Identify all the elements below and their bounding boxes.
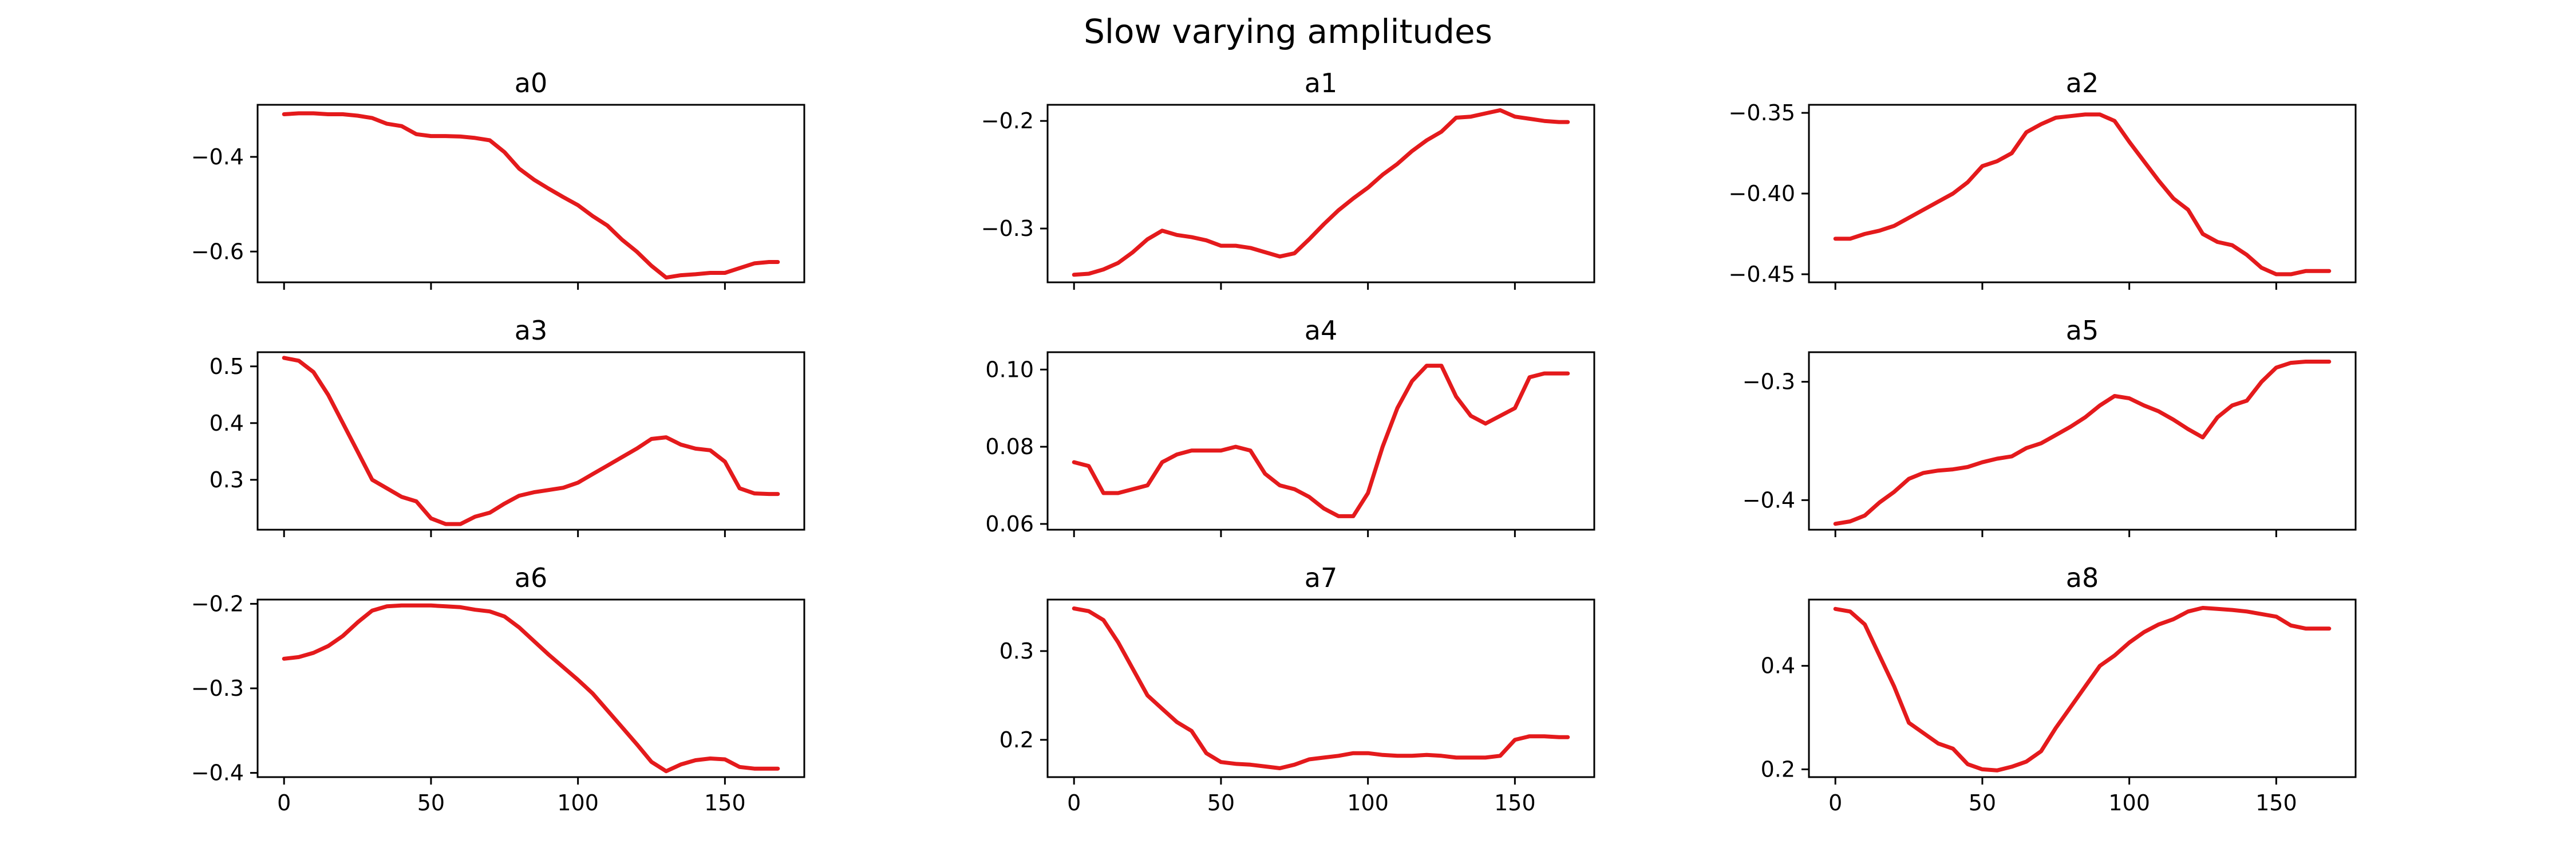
y-tick-label: 0.08 [985, 434, 1034, 459]
plot-frame [1808, 351, 2357, 531]
y-tick-label: −0.40 [1729, 181, 1795, 206]
y-tick-label: −0.3 [191, 676, 244, 701]
subplot-title: a8 [2066, 562, 2099, 593]
x-tick-label: 50 [1969, 790, 1996, 815]
series-line [282, 111, 780, 280]
y-tick-label: −0.3 [981, 216, 1034, 241]
subplot-a6: a6 0 50 100 150 −0.2 −0.3 −0.4 [191, 562, 805, 815]
x-tick-label: 50 [417, 790, 445, 815]
y-tick-label: −0.2 [981, 108, 1034, 133]
series-line [1072, 108, 1570, 277]
series-line [1072, 606, 1570, 770]
x-tick-label: 150 [1494, 790, 1536, 815]
y-tick-label: −0.4 [191, 761, 244, 786]
x-tick-label: 0 [1067, 790, 1081, 815]
series-line [1833, 606, 2332, 773]
subplot-a0: a0 −0.4 −0.6 [191, 68, 805, 290]
subplot-a5: a5 −0.3 −0.4 [1743, 315, 2357, 537]
subplot-grid: a0−0.4−0.6a1−0.2−0.3a2−0.35−0.40−0.45a30… [191, 68, 2357, 815]
y-tick-label: −0.4 [191, 144, 244, 170]
y-tick-label: 0.10 [985, 357, 1034, 382]
x-tick-label: 100 [557, 790, 599, 815]
subplot-a3: a3 0.5 0.4 0.3 [210, 315, 805, 537]
x-tick-label: 0 [277, 790, 291, 815]
y-tick-label: 0.5 [210, 354, 244, 379]
plot-frame [1046, 351, 1595, 531]
subplot-title: a6 [515, 562, 547, 593]
series-line [1833, 360, 2332, 526]
y-tick-label: −0.45 [1729, 262, 1795, 287]
subplot-title: a4 [1305, 315, 1337, 346]
plot-frame [256, 104, 805, 283]
subplot-a4: a4 0.10 0.08 0.06 [985, 315, 1595, 537]
series-line [282, 603, 780, 774]
x-tick-label: 150 [2255, 790, 2297, 815]
subplot-a2: a2 −0.35 −0.40 −0.45 [1729, 68, 2357, 290]
subplot-a7: a7 0 50 100 150 0.3 0.2 [999, 562, 1595, 815]
plot-frame [1808, 598, 2357, 778]
series-line [1833, 112, 2332, 277]
y-tick-label: 0.3 [210, 467, 244, 492]
subplot-title: a7 [1305, 562, 1337, 593]
subplot-title: a3 [515, 315, 547, 346]
figure-title: Slow varying amplitudes [1084, 12, 1492, 51]
y-tick-label: 0.3 [999, 639, 1034, 664]
y-tick-label: 0.2 [1761, 756, 1795, 782]
subplot-title: a5 [2066, 315, 2099, 346]
subplot-a1: a1 −0.2 −0.3 [981, 68, 1595, 290]
y-tick-label: −0.4 [1743, 487, 1795, 513]
series-line [282, 356, 780, 526]
x-tick-label: 100 [1347, 790, 1389, 815]
y-tick-label: −0.3 [1743, 369, 1795, 395]
x-tick-label: 100 [2108, 790, 2150, 815]
y-tick-label: 0.4 [1761, 653, 1795, 679]
y-tick-label: −0.35 [1729, 100, 1795, 125]
plot-frame [1046, 598, 1595, 778]
plot-frame [256, 351, 805, 531]
y-tick-label: 0.4 [210, 411, 244, 436]
y-tick-label: −0.6 [191, 239, 244, 264]
y-tick-label: −0.2 [191, 591, 244, 616]
subplot-title: a0 [515, 68, 547, 98]
y-tick-label: 0.2 [999, 727, 1034, 752]
y-tick-label: 0.06 [985, 511, 1034, 537]
subplot-a8: a8 0 50 100 150 0.4 0.2 [1761, 562, 2357, 815]
subplot-title: a1 [1305, 68, 1337, 98]
subplot-title: a2 [2066, 68, 2099, 98]
x-tick-label: 150 [704, 790, 746, 815]
x-tick-label: 0 [1828, 790, 1842, 815]
plot-frame [1046, 104, 1595, 283]
x-tick-label: 50 [1207, 790, 1235, 815]
series-line [1072, 364, 1570, 518]
